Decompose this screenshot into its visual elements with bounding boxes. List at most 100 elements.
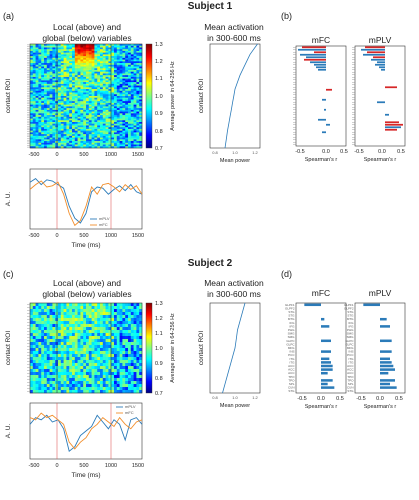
heatmap-cell (49, 106, 53, 109)
heatmap-cell (80, 104, 84, 107)
heatmap-cell (38, 49, 42, 52)
heatmap-cell (80, 321, 84, 325)
heatmap-cell (44, 384, 47, 388)
roi-label: GLPF2 (344, 306, 354, 310)
heatmap-cell (32, 327, 36, 331)
heatmap-cell (130, 50, 134, 53)
roi-label: STG (288, 310, 295, 314)
heatmap-cell (97, 134, 101, 137)
heatmap-cell (111, 50, 115, 53)
heatmap-cell (83, 351, 87, 355)
heatmap-cell (66, 312, 70, 316)
heatmap-cell (80, 369, 84, 373)
colorbar-a-tick-1: 1.2 (155, 59, 163, 65)
heatmap-cell (38, 139, 42, 142)
heatmap-cell (111, 102, 115, 105)
heatmap-cell (83, 390, 87, 394)
heatmap-cell (60, 312, 64, 316)
heatmap-cell (88, 387, 92, 391)
heatmap-cell (128, 123, 131, 126)
heatmap-cell (130, 363, 134, 367)
heatmap-cell (136, 104, 140, 107)
heatmap-cell (119, 375, 123, 379)
corr-d-mplv-xtick-0: -0.5 (356, 396, 365, 402)
heatmap-cell (66, 99, 70, 102)
heatmap-cell (136, 303, 140, 307)
heatmap-cell (38, 360, 42, 364)
heatmap-cell (63, 104, 67, 107)
heatmap-cell (58, 123, 61, 126)
corr-bar (304, 58, 326, 61)
heatmap-cell (91, 50, 95, 53)
heatmap-cell (77, 83, 81, 86)
heatmap-cell (38, 109, 42, 112)
heatmap-cell (136, 75, 140, 78)
heatmap-cell (52, 336, 56, 340)
heatmap-cell (38, 135, 42, 138)
heatmap-cell (130, 315, 134, 319)
heatmap-cell (86, 66, 89, 69)
heatmap-cell (108, 106, 112, 109)
heatmap-cell (139, 312, 143, 316)
heatmap-cell (111, 144, 115, 147)
heatmap-cell (108, 318, 112, 322)
heatmap-cell (94, 357, 98, 361)
heatmap-cell (91, 52, 95, 55)
heatmap-cell (91, 96, 95, 98)
heatmap-cell (66, 54, 70, 57)
heatmap-cell (133, 96, 137, 98)
heatmap-cell (88, 123, 92, 126)
heatmap-cell (77, 118, 81, 121)
heatmap-cell (49, 101, 53, 104)
heatmap-cell (30, 390, 33, 394)
heatmap-cell (122, 125, 126, 128)
heatmap-cell (66, 128, 70, 131)
heatmap-cell (128, 321, 131, 325)
heatmap-cell (119, 144, 123, 147)
heatmap-cell (46, 85, 50, 88)
heatmap-cell (72, 102, 75, 105)
heatmap-cell (63, 134, 67, 137)
heatmap-cell (128, 381, 131, 385)
heatmap-cell (128, 342, 131, 346)
heatmap-cell (80, 390, 84, 394)
heatmap-cell (94, 56, 98, 59)
heatmap-cell (80, 348, 84, 352)
heatmap-cell (91, 109, 95, 112)
heatmap-cell (105, 132, 109, 135)
heatmap-cell (130, 115, 134, 117)
heatmap-cell (66, 47, 70, 50)
heatmap-cell (63, 102, 67, 105)
heatmap-cell (58, 97, 61, 100)
heatmap-cell (130, 71, 134, 74)
heatmap-cell (102, 134, 106, 137)
heatmap-cell (114, 372, 117, 376)
heatmap-cell (60, 113, 64, 116)
heatmap-cell (130, 127, 134, 130)
heatmap-cell (77, 135, 81, 138)
heatmap-cell (97, 345, 101, 349)
heatmap-cell (86, 142, 89, 145)
heatmap-cell (58, 135, 61, 138)
heatmap-cell (72, 113, 75, 116)
heatmap-cell (114, 47, 117, 50)
heatmap-cell (74, 330, 78, 334)
heatmap-cell (60, 130, 64, 133)
heatmap-cell (74, 342, 78, 346)
heatmap-cell (94, 354, 98, 358)
heatmap-cell (80, 120, 84, 123)
lines-c-xtick-1: 0 (55, 463, 58, 469)
heatmap-cell (66, 64, 70, 67)
heatmap-cell (105, 78, 109, 81)
heatmap-cell (63, 118, 67, 121)
heatmap-cell (58, 64, 61, 67)
heatmap-cell (52, 90, 56, 93)
heatmap-cell (133, 327, 137, 331)
heatmap-cell (108, 49, 112, 52)
roi-label: GLPF1 (344, 303, 354, 307)
heatmap-cell (122, 52, 126, 55)
legend-a-mplv-label: mPLV (99, 216, 110, 221)
heatmap-cell (49, 80, 53, 83)
heatmap-cell (49, 372, 53, 376)
heatmap-cell (63, 339, 67, 343)
